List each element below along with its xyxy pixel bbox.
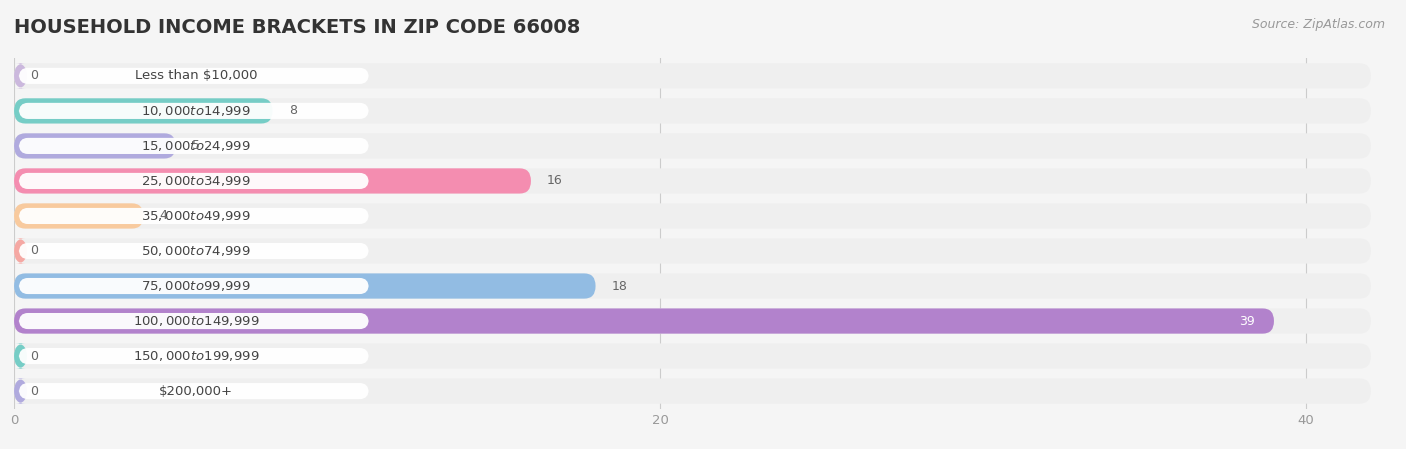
Text: $100,000 to $149,999: $100,000 to $149,999 bbox=[134, 314, 260, 328]
FancyBboxPatch shape bbox=[14, 63, 1371, 88]
FancyBboxPatch shape bbox=[14, 203, 1371, 229]
FancyBboxPatch shape bbox=[14, 238, 1371, 264]
Text: 0: 0 bbox=[30, 70, 38, 82]
Text: $150,000 to $199,999: $150,000 to $199,999 bbox=[134, 349, 260, 363]
Text: $25,000 to $34,999: $25,000 to $34,999 bbox=[142, 174, 252, 188]
Text: $15,000 to $24,999: $15,000 to $24,999 bbox=[142, 139, 252, 153]
Text: 4: 4 bbox=[159, 210, 167, 222]
Text: 0: 0 bbox=[30, 350, 38, 362]
Text: 8: 8 bbox=[288, 105, 297, 117]
FancyBboxPatch shape bbox=[18, 103, 368, 119]
FancyBboxPatch shape bbox=[14, 133, 1371, 158]
Text: 16: 16 bbox=[547, 175, 562, 187]
Text: $10,000 to $14,999: $10,000 to $14,999 bbox=[142, 104, 252, 118]
FancyBboxPatch shape bbox=[14, 98, 1371, 123]
FancyBboxPatch shape bbox=[14, 203, 143, 229]
FancyBboxPatch shape bbox=[14, 273, 596, 299]
FancyBboxPatch shape bbox=[18, 348, 368, 364]
Text: 5: 5 bbox=[191, 140, 200, 152]
FancyBboxPatch shape bbox=[14, 308, 1274, 334]
FancyBboxPatch shape bbox=[14, 98, 273, 123]
FancyBboxPatch shape bbox=[14, 63, 27, 88]
FancyBboxPatch shape bbox=[18, 243, 368, 259]
FancyBboxPatch shape bbox=[14, 379, 27, 404]
FancyBboxPatch shape bbox=[14, 343, 27, 369]
FancyBboxPatch shape bbox=[18, 68, 368, 84]
FancyBboxPatch shape bbox=[18, 383, 368, 399]
Text: 39: 39 bbox=[1239, 315, 1254, 327]
Text: 0: 0 bbox=[30, 385, 38, 397]
FancyBboxPatch shape bbox=[18, 138, 368, 154]
Text: $200,000+: $200,000+ bbox=[159, 385, 233, 397]
Text: $75,000 to $99,999: $75,000 to $99,999 bbox=[142, 279, 252, 293]
Text: $50,000 to $74,999: $50,000 to $74,999 bbox=[142, 244, 252, 258]
Text: 18: 18 bbox=[612, 280, 627, 292]
FancyBboxPatch shape bbox=[14, 168, 1371, 194]
FancyBboxPatch shape bbox=[14, 308, 1371, 334]
Text: Source: ZipAtlas.com: Source: ZipAtlas.com bbox=[1251, 18, 1385, 31]
FancyBboxPatch shape bbox=[14, 379, 1371, 404]
FancyBboxPatch shape bbox=[14, 273, 1371, 299]
FancyBboxPatch shape bbox=[18, 313, 368, 329]
Text: $35,000 to $49,999: $35,000 to $49,999 bbox=[142, 209, 252, 223]
FancyBboxPatch shape bbox=[14, 343, 1371, 369]
FancyBboxPatch shape bbox=[14, 133, 176, 158]
FancyBboxPatch shape bbox=[18, 173, 368, 189]
FancyBboxPatch shape bbox=[14, 168, 531, 194]
FancyBboxPatch shape bbox=[18, 208, 368, 224]
Text: Less than $10,000: Less than $10,000 bbox=[135, 70, 257, 82]
Text: 0: 0 bbox=[30, 245, 38, 257]
FancyBboxPatch shape bbox=[18, 278, 368, 294]
Text: HOUSEHOLD INCOME BRACKETS IN ZIP CODE 66008: HOUSEHOLD INCOME BRACKETS IN ZIP CODE 66… bbox=[14, 18, 581, 37]
FancyBboxPatch shape bbox=[14, 238, 27, 264]
